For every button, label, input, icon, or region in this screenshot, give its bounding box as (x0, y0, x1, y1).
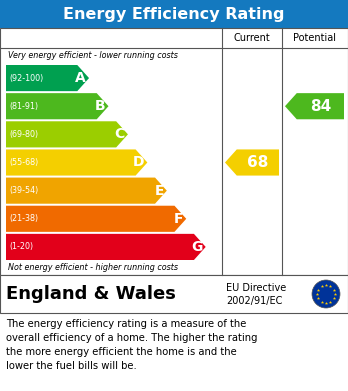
Text: D: D (133, 156, 144, 170)
Text: (92-100): (92-100) (9, 74, 43, 83)
Bar (0, 28, 348, 275)
Text: Current: Current (234, 33, 270, 43)
Text: (21-38): (21-38) (9, 214, 38, 223)
Text: E: E (154, 184, 164, 197)
Polygon shape (6, 65, 89, 91)
Bar (0, 0, 348, 28)
Text: (81-91): (81-91) (9, 102, 38, 111)
Polygon shape (6, 93, 109, 119)
Text: The energy efficiency rating is a measure of the
overall efficiency of a home. T: The energy efficiency rating is a measur… (6, 319, 258, 371)
Polygon shape (6, 178, 167, 204)
Text: F: F (174, 212, 183, 226)
Circle shape (312, 280, 340, 308)
Text: 84: 84 (310, 99, 331, 114)
Text: (55-68): (55-68) (9, 158, 38, 167)
Text: 68: 68 (247, 155, 269, 170)
Text: Potential: Potential (293, 33, 337, 43)
Text: C: C (115, 127, 125, 142)
Bar (0, 275, 348, 313)
Polygon shape (6, 149, 147, 176)
Text: EU Directive: EU Directive (226, 283, 286, 293)
Polygon shape (225, 149, 279, 176)
Text: 2002/91/EC: 2002/91/EC (226, 296, 282, 306)
Text: England & Wales: England & Wales (6, 285, 176, 303)
Polygon shape (6, 121, 128, 147)
Text: Energy Efficiency Rating: Energy Efficiency Rating (63, 7, 285, 22)
Text: (1-20): (1-20) (9, 242, 33, 251)
Polygon shape (285, 93, 344, 119)
Text: Not energy efficient - higher running costs: Not energy efficient - higher running co… (8, 264, 178, 273)
Text: A: A (75, 71, 86, 85)
Text: (69-80): (69-80) (9, 130, 38, 139)
Polygon shape (6, 234, 206, 260)
Text: Very energy efficient - lower running costs: Very energy efficient - lower running co… (8, 52, 178, 61)
Text: B: B (95, 99, 105, 113)
Polygon shape (6, 206, 186, 232)
Text: (39-54): (39-54) (9, 186, 38, 195)
Text: G: G (191, 240, 203, 254)
